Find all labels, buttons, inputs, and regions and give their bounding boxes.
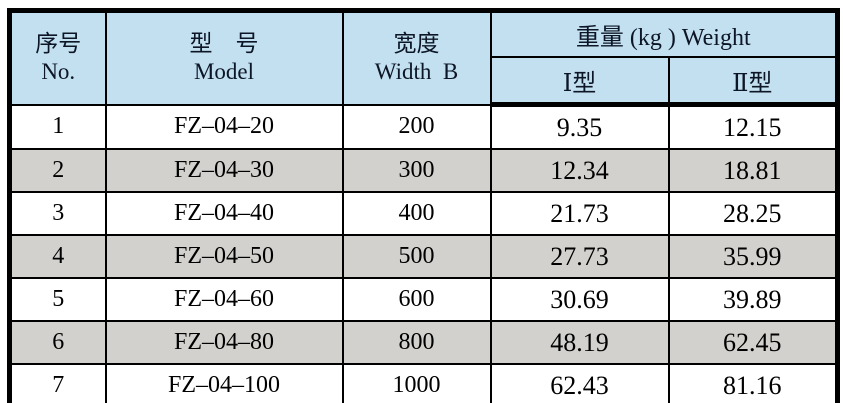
cell-width: 400 (341, 191, 492, 236)
cell-weight-type2: 39.89 (667, 277, 839, 322)
header-width-en: Width B (374, 59, 459, 85)
cell-model: FZ–04–100 (104, 363, 344, 403)
cell-weight-type1: 9.35 (489, 103, 670, 150)
cell-weight-type2: 12.15 (667, 103, 839, 150)
header-cell-type1: Ⅰ型 (489, 56, 670, 107)
cell-weight-type2: 28.25 (667, 191, 839, 236)
spec-table: 序号 No. 型 号 Model 宽度 Width B 重量 (kg ) Wei… (7, 8, 841, 403)
cell-no: 7 (8, 363, 107, 403)
header-no-en: No. (41, 59, 76, 85)
header-model-zh: 型 号 (189, 30, 259, 56)
cell-weight-type2: 81.16 (667, 363, 839, 403)
cell-model: FZ–04–40 (104, 191, 344, 236)
header-cell-no: 序号 No. (8, 9, 107, 106)
header-width-zh: 宽度 (393, 30, 440, 56)
cell-weight-type1: 30.69 (489, 277, 670, 322)
cell-width: 200 (341, 103, 492, 150)
table-header: 序号 No. 型 号 Model 宽度 Width B 重量 (kg ) Wei… (8, 9, 839, 107)
header-cell-width: 宽度 Width B (341, 9, 492, 106)
cell-no: 6 (8, 320, 107, 365)
cell-no: 5 (8, 277, 107, 322)
cell-weight-type2: 62.45 (667, 320, 839, 365)
cell-model: FZ–04–30 (104, 148, 344, 193)
table-body: 1 FZ–04–20 200 9.35 12.15 2 FZ–04–30 300… (8, 103, 839, 403)
cell-no: 2 (8, 148, 107, 193)
header-cell-weight-title: 重量 (kg ) Weight (489, 9, 839, 58)
table-row: 6 FZ–04–80 800 48.19 62.45 (8, 320, 839, 365)
cell-width: 1000 (341, 363, 492, 403)
table-row: 5 FZ–04–60 600 30.69 39.89 (8, 277, 839, 322)
cell-no: 4 (8, 234, 107, 279)
table-row: 7 FZ–04–100 1000 62.43 81.16 (8, 363, 839, 403)
cell-weight-type2: 35.99 (667, 234, 839, 279)
header-model-en: Model (193, 59, 255, 85)
table-row: 4 FZ–04–50 500 27.73 35.99 (8, 234, 839, 279)
cell-width: 600 (341, 277, 492, 322)
header-cell-type2: Ⅱ型 (667, 56, 839, 107)
cell-model: FZ–04–80 (104, 320, 344, 365)
cell-weight-type1: 21.73 (489, 191, 670, 236)
header-cell-model: 型 号 Model (104, 9, 344, 106)
cell-weight-type1: 12.34 (489, 148, 670, 193)
cell-weight-type2: 18.81 (667, 148, 839, 193)
cell-weight-type1: 27.73 (489, 234, 670, 279)
cell-weight-type1: 62.43 (489, 363, 670, 403)
cell-model: FZ–04–60 (104, 277, 344, 322)
cell-no: 3 (8, 191, 107, 236)
cell-width: 500 (341, 234, 492, 279)
table-row: 2 FZ–04–30 300 12.34 18.81 (8, 148, 839, 193)
cell-width: 300 (341, 148, 492, 193)
table-row: 3 FZ–04–40 400 21.73 28.25 (8, 191, 839, 236)
table-row: 1 FZ–04–20 200 9.35 12.15 (8, 103, 839, 150)
cell-weight-type1: 48.19 (489, 320, 670, 365)
cell-width: 800 (341, 320, 492, 365)
header-no-zh: 序号 (35, 30, 82, 56)
cell-model: FZ–04–50 (104, 234, 344, 279)
cell-model: FZ–04–20 (104, 103, 344, 150)
cell-no: 1 (8, 103, 107, 150)
